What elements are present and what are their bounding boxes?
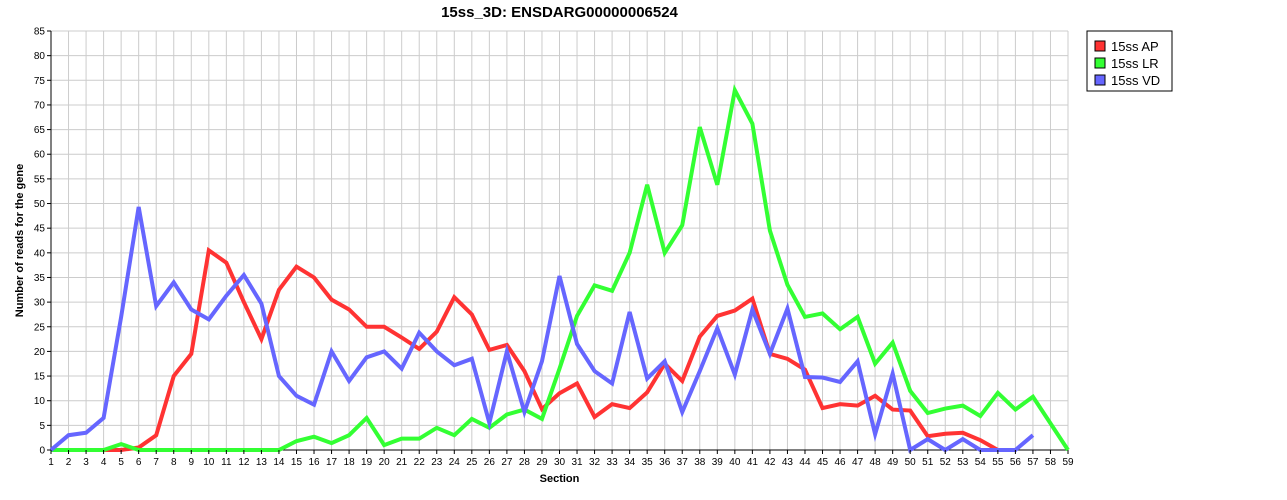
x-tick-label: 22 [414,457,426,468]
x-tick-label: 11 [221,457,232,468]
x-tick-label: 12 [238,457,250,468]
x-tick-label: 59 [1062,457,1074,468]
x-tick-label: 50 [905,457,917,468]
x-tick-label: 42 [764,457,776,468]
x-tick-label: 15 [291,457,303,468]
legend-label: 15ss VD [1111,73,1160,88]
x-tick-label: 56 [1010,457,1022,468]
x-tick-label: 14 [273,457,285,468]
x-tick-label: 2 [66,457,72,468]
x-tick-label: 32 [589,457,601,468]
x-tick-label: 17 [326,457,338,468]
x-tick-label: 8 [171,457,177,468]
x-tick-label: 41 [747,457,759,468]
chart-title: 15ss_3D: ENSDARG00000006524 [441,4,678,21]
x-tick-label: 47 [852,457,864,468]
y-tick-label: 60 [34,150,46,161]
x-tick-label: 53 [957,457,969,468]
x-tick-label: 44 [799,457,811,468]
y-tick-label: 65 [34,125,46,136]
x-tick-label: 49 [887,457,899,468]
x-tick-label: 23 [431,457,443,468]
x-tick-label: 10 [203,457,215,468]
x-tick-label: 48 [870,457,882,468]
y-tick-label: 75 [34,76,46,87]
x-tick-label: 51 [922,457,934,468]
y-tick-label: 35 [34,273,46,284]
x-tick-label: 1 [48,457,54,468]
y-tick-label: 50 [34,199,46,210]
y-tick-label: 0 [39,446,45,457]
y-tick-label: 85 [34,27,46,38]
x-tick-label: 43 [782,457,794,468]
x-tick-label: 52 [940,457,952,468]
x-tick-label: 35 [642,457,654,468]
x-tick-label: 24 [449,457,461,468]
legend-swatch [1094,57,1106,69]
x-tick-label: 46 [834,457,846,468]
x-tick-label: 58 [1045,457,1057,468]
legend-label: 15ss LR [1111,56,1159,71]
legend-swatch [1094,74,1106,86]
x-tick-label: 16 [308,457,320,468]
y-tick-label: 30 [34,298,46,309]
series-line-15ss-vd [49,206,1035,454]
x-tick-label: 38 [694,457,706,468]
x-tick-label: 45 [817,457,829,468]
x-tick-label: 7 [153,457,159,468]
y-tick-label: 80 [34,51,46,62]
x-tick-label: 26 [484,457,496,468]
x-tick-label: 6 [136,457,142,468]
series-lines [49,84,1070,454]
y-tick-label: 55 [34,174,46,185]
x-axis-title: Section [540,473,580,485]
legend-label: 15ss AP [1111,39,1159,54]
x-tick-label: 27 [501,457,513,468]
x-tick-label: 4 [101,457,107,468]
x-tick-label: 28 [519,457,531,468]
y-tick-label: 20 [34,347,46,358]
x-tick-label: 25 [466,457,478,468]
x-tick-label: 31 [571,457,583,468]
x-tick-label: 5 [118,457,124,468]
x-tick-label: 21 [396,457,408,468]
y-tick-label: 10 [34,396,46,407]
legend-swatch [1094,40,1106,52]
x-tick-label: 40 [729,457,741,468]
x-tick-label: 19 [361,457,373,468]
x-tick-label: 3 [83,457,89,468]
x-tick-label: 33 [607,457,619,468]
x-tick-label: 39 [712,457,724,468]
x-tick-label: 30 [554,457,566,468]
x-tick-label: 29 [536,457,548,468]
x-tick-label: 18 [344,457,356,468]
x-tick-label: 34 [624,457,636,468]
x-tick-label: 20 [379,457,391,468]
y-tick-label: 40 [34,248,46,259]
x-tick-label: 37 [677,457,689,468]
x-tick-label: 36 [659,457,671,468]
y-tick-label: 45 [34,224,46,235]
y-tick-label: 15 [34,372,46,383]
x-tick-label: 9 [188,457,194,468]
x-tick-label: 55 [992,457,1004,468]
y-axis-title: Number of reads for the gene [14,164,26,317]
x-tick-label: 57 [1027,457,1039,468]
x-tick-label: 54 [975,457,987,468]
y-tick-label: 5 [39,421,45,432]
y-tick-label: 70 [34,100,46,111]
legend: 15ss AP 15ss LR 15ss VD [1086,30,1173,92]
y-tick-label: 25 [34,322,46,333]
x-tick-label: 13 [256,457,268,468]
series-line-15ss-lr [51,84,1070,452]
